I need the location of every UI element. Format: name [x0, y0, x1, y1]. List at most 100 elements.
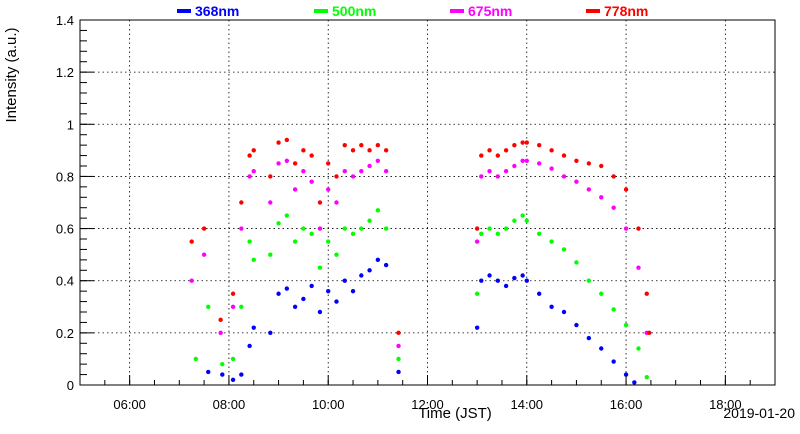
- series-layer: [189, 137, 652, 385]
- data-point: [292, 239, 298, 244]
- data-point: [375, 208, 381, 213]
- data-point: [350, 148, 356, 153]
- series-500nm: [193, 208, 649, 380]
- data-point: [276, 161, 281, 166]
- data-point: [561, 247, 567, 252]
- data-point: [479, 231, 484, 236]
- data-point: [487, 169, 492, 174]
- data-point: [495, 174, 501, 179]
- data-point: [503, 226, 509, 231]
- legend: 368nm 500nm 675nm 778nm: [177, 3, 648, 19]
- data-point: [359, 273, 364, 278]
- data-point: [536, 291, 542, 296]
- data-point: [586, 187, 592, 192]
- data-point: [536, 161, 542, 166]
- data-point: [611, 307, 616, 312]
- data-point: [479, 278, 484, 283]
- data-point: [520, 213, 525, 218]
- data-point: [247, 174, 252, 179]
- data-point: [474, 291, 480, 296]
- data-point: [479, 174, 484, 179]
- data-point: [611, 174, 616, 179]
- data-point: [367, 218, 372, 223]
- data-point: [611, 359, 616, 364]
- data-point: [326, 187, 331, 192]
- data-point: [623, 322, 629, 328]
- data-point: [268, 200, 273, 205]
- data-point: [623, 226, 629, 231]
- data-point: [599, 291, 604, 296]
- series-778nm: [189, 137, 652, 336]
- data-point: [350, 288, 356, 294]
- data-point: [644, 374, 649, 380]
- data-point: [309, 283, 314, 289]
- data-point: [247, 343, 252, 349]
- data-point: [201, 226, 207, 231]
- data-point: [350, 231, 356, 236]
- data-point: [636, 265, 641, 270]
- data-point: [301, 226, 306, 231]
- data-point: [218, 330, 223, 336]
- data-point: [239, 226, 244, 231]
- data-point: [495, 153, 501, 158]
- data-point: [251, 257, 256, 263]
- data-point: [520, 158, 525, 163]
- data-point: [317, 226, 323, 231]
- x-tick-label: 06:00: [113, 397, 146, 412]
- data-point: [350, 174, 356, 179]
- data-point: [317, 309, 323, 315]
- data-point: [239, 372, 244, 377]
- data-point: [230, 377, 236, 382]
- data-point: [276, 140, 281, 145]
- data-point: [561, 309, 567, 315]
- data-point: [247, 153, 252, 158]
- data-point: [520, 140, 525, 145]
- data-point: [218, 317, 223, 323]
- data-point: [276, 291, 281, 296]
- data-point: [342, 278, 347, 283]
- data-point: [206, 369, 211, 375]
- x-axis-title: Time (JST): [418, 405, 492, 422]
- data-point: [396, 330, 401, 336]
- data-point: [220, 361, 225, 367]
- x-tick-label: 10:00: [312, 397, 345, 412]
- data-point: [383, 226, 389, 231]
- data-point: [309, 179, 314, 184]
- data-point: [367, 148, 372, 153]
- data-point: [512, 163, 517, 169]
- series-368nm: [206, 257, 637, 385]
- date-label: 2019-01-20: [723, 405, 795, 421]
- data-point: [396, 369, 401, 375]
- data-point: [536, 142, 542, 148]
- data-point: [623, 187, 629, 192]
- data-point: [474, 226, 480, 231]
- y-tick-label: 0.6: [56, 222, 74, 237]
- data-point: [206, 304, 211, 309]
- data-point: [375, 142, 381, 148]
- y-tick-label: 1: [67, 117, 74, 132]
- data-point: [644, 291, 649, 296]
- x-tick-label: 18:00: [709, 397, 742, 412]
- data-point: [334, 252, 339, 257]
- data-point: [524, 218, 529, 223]
- data-point: [230, 291, 236, 296]
- data-point: [239, 304, 244, 309]
- data-point: [193, 356, 199, 362]
- legend-label: 675nm: [468, 3, 512, 19]
- data-point: [292, 161, 298, 166]
- data-point: [230, 304, 236, 309]
- data-point: [549, 166, 554, 171]
- data-point: [623, 372, 629, 377]
- data-point: [367, 163, 372, 169]
- data-point: [383, 262, 389, 268]
- data-point: [342, 142, 347, 148]
- data-point: [586, 335, 592, 341]
- data-point: [561, 153, 567, 158]
- legend-label: 500nm: [332, 3, 376, 19]
- data-point: [189, 278, 194, 283]
- data-point: [512, 218, 517, 223]
- data-point: [383, 169, 389, 174]
- data-point: [396, 343, 401, 349]
- data-point: [479, 153, 484, 158]
